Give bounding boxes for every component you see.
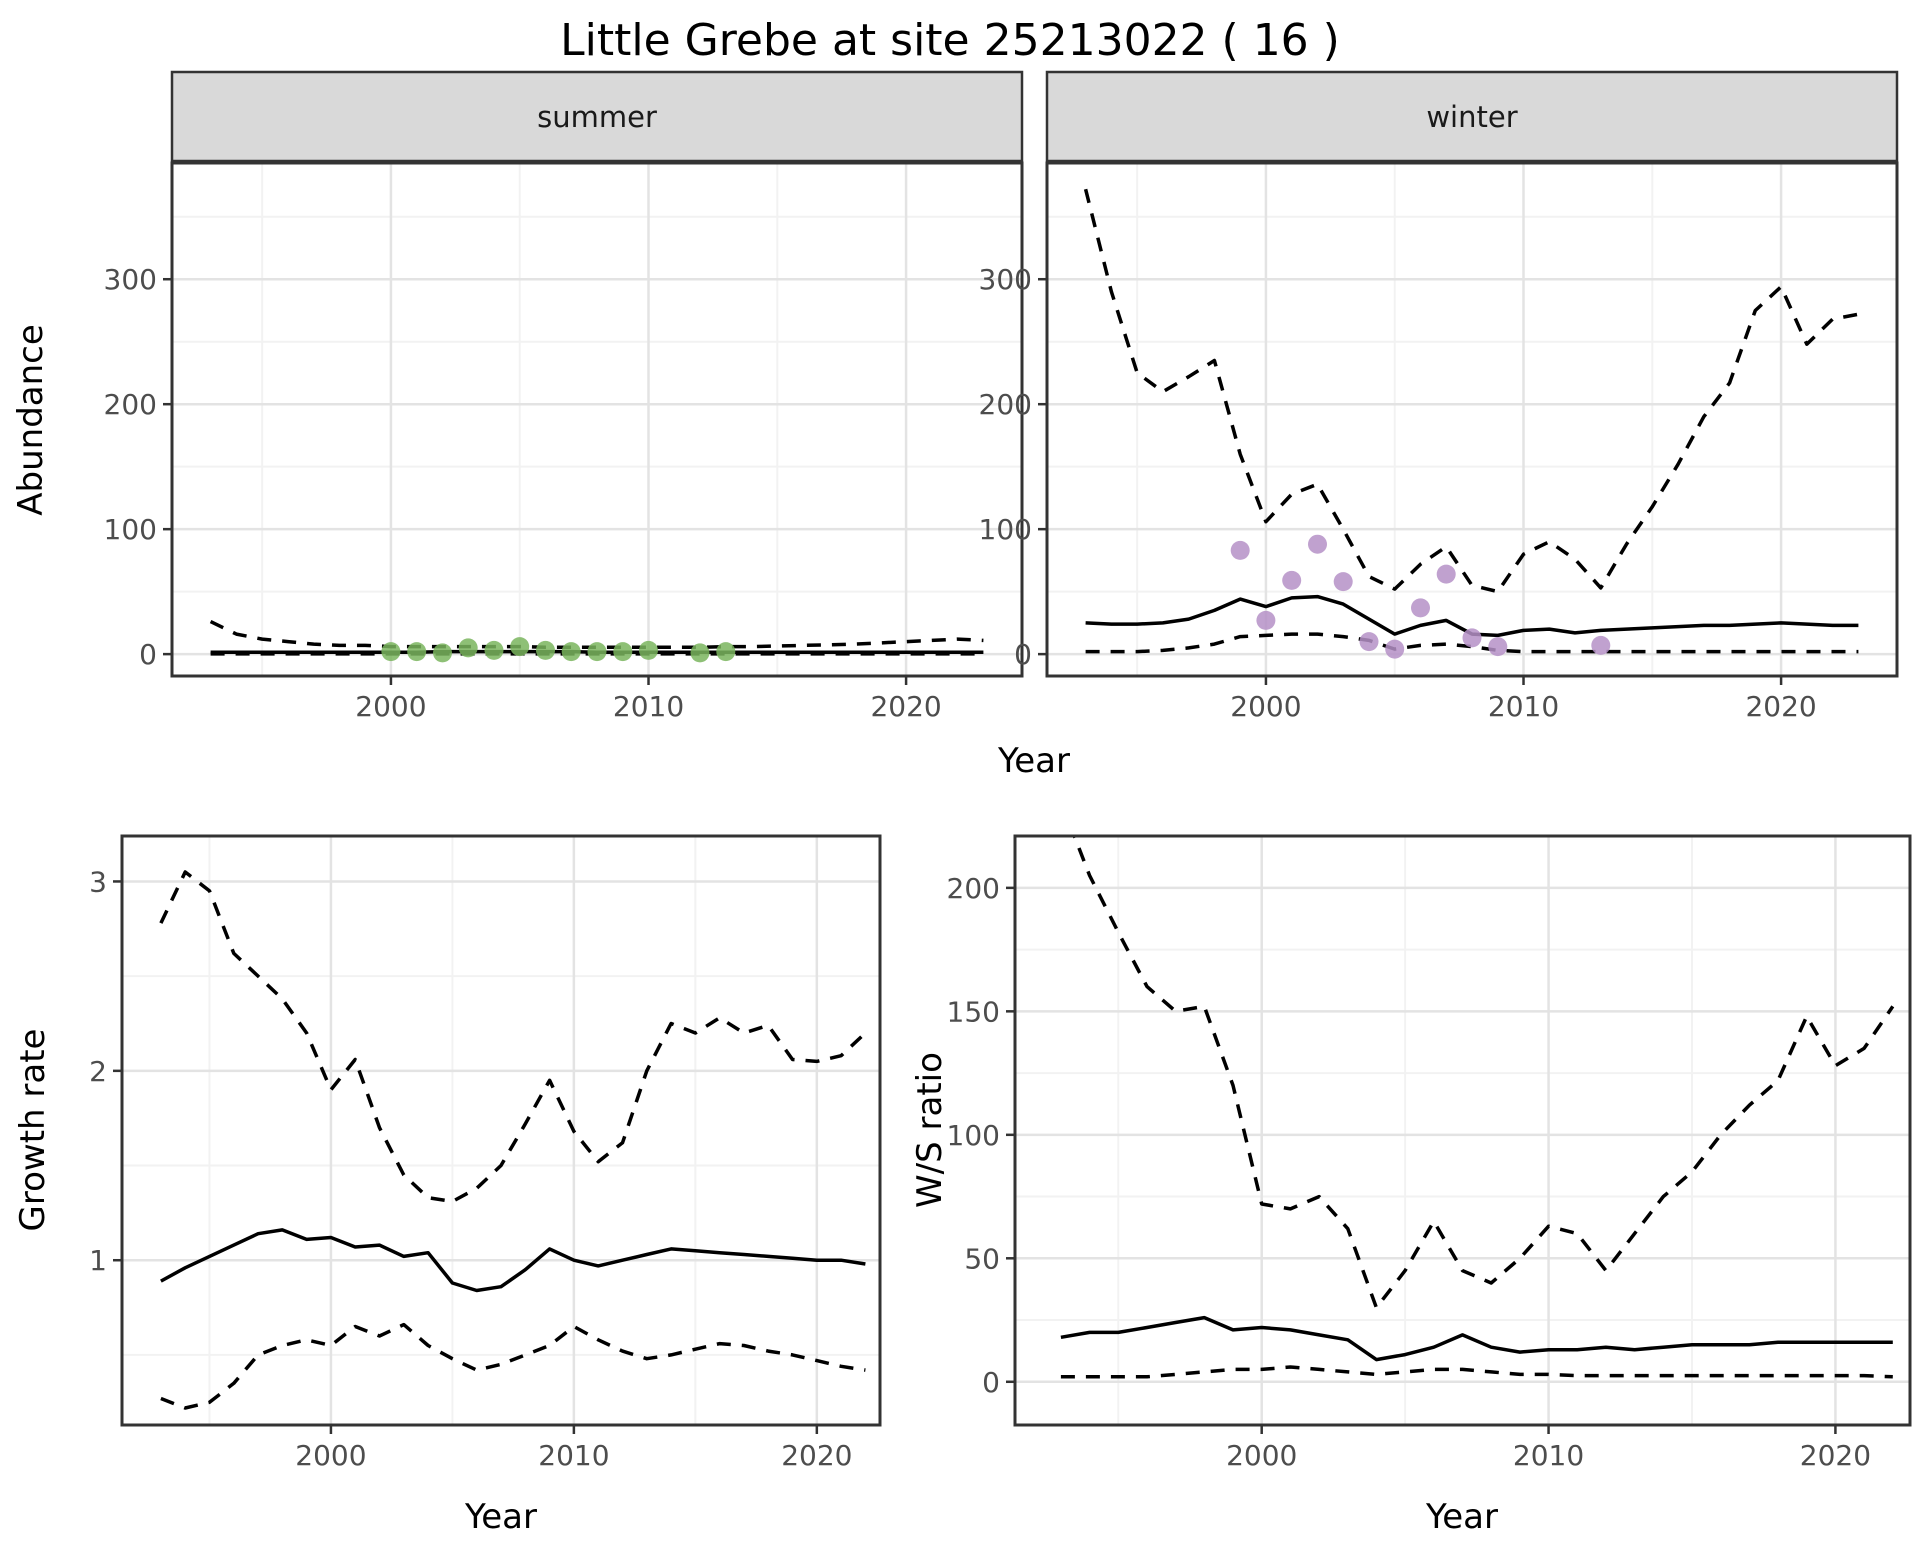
data-point-observed_counts	[561, 642, 581, 662]
panel-border	[120, 834, 882, 1427]
data-point-observed_counts	[1462, 628, 1482, 648]
data-point-observed_counts	[1591, 635, 1611, 655]
panel-summer: 2000 2010 2020 0 100 200 300	[104, 70, 1024, 723]
series-group	[1083, 188, 1859, 659]
series-line-lower_ci	[160, 1322, 866, 1410]
series-line-upper_ci	[1083, 188, 1859, 594]
y-tick-label: 0	[982, 1366, 1000, 1399]
x-tick-label: 2010	[1488, 690, 1559, 723]
panel-background	[1015, 836, 1910, 1425]
y-tick-label: 0	[139, 638, 157, 671]
y-axis-label-abundance: Abundance	[11, 324, 51, 516]
x-tick-label: 2000	[295, 1439, 366, 1472]
series-line-upper_ci	[209, 620, 984, 650]
y-tick-label: 300	[979, 263, 1032, 296]
data-point-observed_counts	[716, 642, 736, 662]
panel-border	[1045, 161, 1899, 678]
series-line-lower_ci	[1060, 1365, 1893, 1379]
x-axis-label-growth-year: Year	[464, 1497, 537, 1537]
data-point-observed_counts	[639, 640, 658, 660]
y-tick-label: 200	[104, 388, 157, 421]
y-tick-label: 100	[979, 513, 1032, 546]
data-point-observed_counts	[1230, 540, 1250, 560]
series-group	[159, 870, 867, 1410]
y-tick-label: 1	[89, 1244, 107, 1277]
data-point-observed_counts	[1411, 598, 1430, 618]
data-point-observed_counts	[510, 637, 530, 657]
x-tick-label: 2020	[1800, 1439, 1871, 1472]
facet-strip-summer	[170, 70, 1024, 163]
y-tick-label: 0	[1014, 638, 1032, 671]
y-tick-label: 100	[104, 513, 157, 546]
y-axis-label-ws-ratio: W/S ratio	[910, 1052, 950, 1208]
y-tick-label: 2	[89, 1055, 107, 1088]
series-group	[1060, 836, 1895, 1379]
data-point-observed_counts	[484, 640, 504, 660]
data-point-observed_counts	[536, 640, 555, 660]
figure-title: Little Grebe at site 25213022 ( 16 )	[560, 15, 1340, 66]
panel-ws: 2000 2010 2020 0 50 100 150 200	[947, 834, 1912, 1472]
panel-background	[122, 836, 880, 1425]
data-point-observed_counts	[1282, 570, 1302, 590]
x-axis-label-ws-year: Year	[1425, 1497, 1498, 1537]
facet-label-winter: winter	[1426, 100, 1517, 134]
panel-border	[1013, 834, 1912, 1427]
x-tick-label: 2010	[538, 1439, 609, 1472]
series-line-lower_ci	[1085, 632, 1859, 654]
panel-border	[170, 161, 1024, 678]
y-tick-label: 200	[947, 872, 1000, 905]
y-tick-label: 150	[947, 995, 1000, 1028]
y-tick-label: 50	[964, 1242, 1000, 1275]
data-point-observed_counts	[1359, 632, 1379, 652]
panel-winter: 2000 2010 2020 0 100 200 300	[979, 70, 1899, 723]
panel-background	[1047, 163, 1897, 676]
x-tick-label: 2000	[1226, 1439, 1297, 1472]
data-point-observed_counts	[613, 642, 633, 662]
x-tick-label: 2010	[613, 690, 684, 723]
facet-label-summer: summer	[537, 100, 657, 134]
x-tick-label: 2020	[1745, 690, 1816, 723]
data-point-observed_counts	[1308, 534, 1327, 554]
data-point-observed_counts	[381, 642, 401, 662]
data-point-observed_counts	[1256, 610, 1276, 630]
y-tick-label: 3	[89, 865, 107, 898]
data-point-observed_counts	[1436, 564, 1456, 584]
panel-background	[172, 163, 1022, 676]
data-point-observed_counts	[690, 643, 710, 663]
x-tick-label: 2000	[1230, 690, 1301, 723]
x-tick-label: 2010	[1513, 1439, 1584, 1472]
facet-strip-winter	[1045, 70, 1899, 163]
y-tick-label: 100	[947, 1119, 1000, 1152]
series-line-upper_ci	[159, 870, 867, 1204]
data-point-observed_counts	[433, 643, 452, 663]
y-tick-label: 200	[979, 388, 1032, 421]
y-tick-label: 300	[104, 263, 157, 296]
panel-growth: 2000 2010 2020 1 2 3	[89, 834, 882, 1472]
data-point-observed_counts	[458, 638, 478, 658]
data-point-observed_counts	[407, 642, 427, 662]
series-line-median	[1060, 1315, 1893, 1362]
series-line-median	[160, 1228, 866, 1293]
y-axis-label-growth-rate: Growth rate	[13, 1029, 53, 1232]
x-tick-label: 2000	[355, 690, 426, 723]
x-tick-label: 2020	[870, 690, 941, 723]
data-point-observed_counts	[1333, 572, 1353, 592]
data-point-observed_counts	[1385, 639, 1405, 659]
data-point-observed_counts	[1488, 637, 1508, 657]
data-point-observed_counts	[587, 642, 607, 662]
series-group	[209, 620, 984, 663]
x-axis-label-top: Year	[997, 741, 1070, 781]
x-tick-label: 2020	[781, 1439, 852, 1472]
